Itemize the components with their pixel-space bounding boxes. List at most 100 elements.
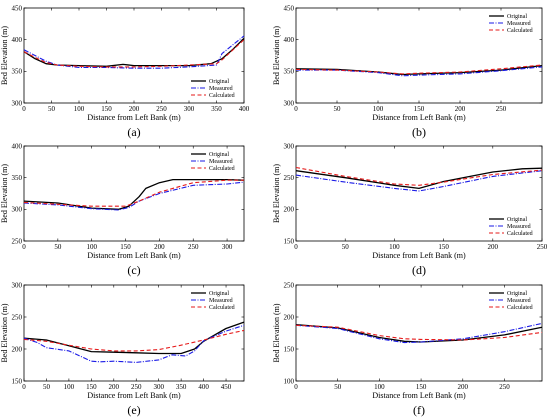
y-axis-label: Bed Elevation (m) [272,26,281,85]
series-line-calculated [295,64,543,75]
x-tick-label: 350 [176,383,187,391]
legend-label: Calculated [507,231,533,237]
y-tick-label: 400 [12,36,23,44]
x-tick-label: 50 [54,243,62,251]
panel-label: (d) [412,263,426,277]
series-line-measured [295,170,543,192]
x-tick-label: 100 [64,383,75,391]
x-tick-label: 250 [156,105,167,113]
y-tick-label: 300 [12,281,23,289]
legend-label: Original [507,217,527,223]
y-tick-label: 350 [12,68,23,76]
x-tick-label: 0 [294,105,298,113]
panel-label: (f) [413,403,425,417]
x-tick-label: 200 [109,383,120,391]
series-line-original [23,37,245,67]
y-tick-label: 300 [12,206,23,214]
series-line-measured [23,324,245,363]
y-tick-label: 350 [284,68,295,76]
x-tick-label: 450 [221,383,232,391]
legend-label: Measured [209,86,233,92]
x-tick-label: 400 [198,383,209,391]
x-tick-label: 100 [374,383,385,391]
x-tick-label: 150 [86,383,97,391]
y-tick-label: 200 [284,206,295,214]
plot-frame [23,284,245,382]
series-line-measured [295,322,543,344]
x-tick-label: 300 [222,243,233,251]
x-tick-label: 250 [188,243,199,251]
series-line-calculated [23,329,245,352]
x-tick-label: 200 [154,243,165,251]
panel-label: (c) [127,263,140,277]
panel-4: 0 50 100 150 200 250 150 200 250 300 Distance from… [272,142,548,277]
y-tick-label: 450 [12,4,23,12]
panel-5: 0 50 100 150 200 250 300 350 400 450150200250300D… [0,281,245,417]
x-tick-label: 0 [22,383,26,391]
series-line-original [295,324,543,343]
y-tick-label: 250 [284,174,295,182]
legend-label: Original [507,14,527,20]
series-line-calculated [23,39,245,68]
legend-label: Calculated [209,166,235,172]
legend-label: Measured [209,298,233,304]
x-tick-label: 200 [458,383,469,391]
x-tick-label: 100 [74,105,85,113]
legend-label: Measured [507,298,531,304]
y-axis-label: Bed Elevation (m) [272,164,281,223]
legend-label: Original [507,291,527,297]
y-axis-label: Bed Elevation (m) [0,303,9,362]
x-tick-label: 100 [86,243,97,251]
y-tick-label: 400 [284,36,295,44]
panel-label: (e) [127,403,140,417]
panel-label: (a) [127,125,140,139]
x-axis-label: Distance from Left Bank (m) [87,251,181,260]
x-tick-label: 300 [153,383,164,391]
legend-label: Calculated [507,305,533,311]
plot-frame [295,145,543,242]
x-tick-label: 300 [184,105,195,113]
x-tick-label: 100 [373,105,384,113]
y-axis-label: Bed Elevation (m) [0,26,9,85]
x-axis-label: Distance from Left Bank (m) [372,251,466,260]
y-tick-label: 150 [12,377,23,385]
x-tick-label: 150 [101,105,112,113]
legend-label: Measured [507,21,531,27]
series-line-original [23,178,245,210]
x-tick-label: 250 [499,383,510,391]
x-tick-label: 0 [22,243,26,251]
y-tick-label: 400 [12,142,23,150]
x-tick-label: 200 [129,105,140,113]
panel-label: (b) [412,125,426,139]
y-tick-label: 200 [12,345,23,353]
plot-frame [295,284,543,382]
panel-1: 0 50 100 150 200 250 300 350 400 300 350 400 450 Dist… [0,4,250,139]
legend-label: Calculated [507,28,533,34]
x-axis-label: Distance from Left Bank (m) [372,391,466,400]
x-tick-label: 100 [389,243,400,251]
y-axis-label: Bed Elevation (m) [272,303,281,362]
x-tick-label: 350 [211,105,222,113]
legend-label: Measured [507,224,531,230]
x-tick-label: 400 [239,105,250,113]
y-tick-label: 250 [284,281,295,289]
series-line-measured [23,181,245,211]
y-tick-label: 300 [284,99,295,107]
x-tick-label: 0 [294,383,298,391]
legend-label: Calculated [209,305,235,311]
y-tick-label: 150 [284,345,295,353]
x-tick-label: 150 [416,383,427,391]
y-tick-label: 300 [284,142,295,150]
x-tick-label: 150 [414,105,425,113]
y-tick-label: 100 [284,377,295,385]
x-tick-label: 200 [455,105,466,113]
x-tick-label: 0 [294,243,298,251]
legend-label: Original [209,79,229,85]
series-line-measured [23,35,245,69]
y-axis-label: Bed Elevation (m) [0,164,9,223]
